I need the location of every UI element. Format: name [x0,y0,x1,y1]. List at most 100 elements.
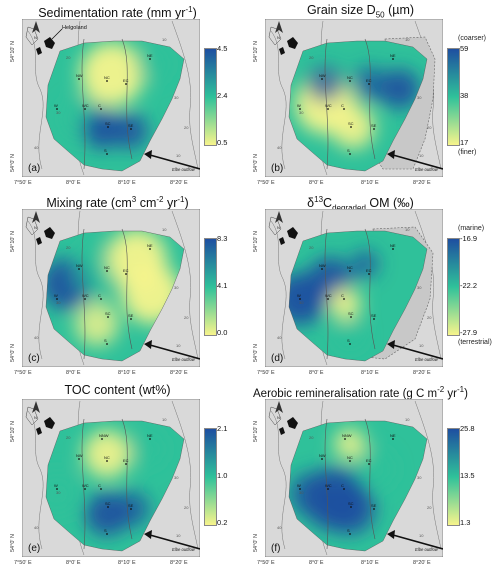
station-label: NE [147,433,153,438]
field-hotspot [289,472,332,516]
lon-label: 7°50' E [257,560,275,566]
depth-label: 20 [309,435,314,440]
station-marker [349,343,351,345]
station-label: S [104,338,107,343]
north-arrow-icon: N [32,401,40,420]
depth-label: 20 [427,315,432,320]
station-marker [106,460,108,462]
station-marker [56,298,58,300]
station-label: NE [390,53,396,58]
panel-f: Aerobic remineralisation rate (g C m-2 y… [253,382,493,567]
field-hotspot [114,491,150,527]
lon-label: 8°20' E [413,180,431,186]
map: N 20 30 40 10 30 20 10 Elbe outflow NE NW NNW NC EC W W… [265,399,443,557]
panel-label: (e) [28,543,40,554]
station-label: SC [105,501,111,506]
panel-e: TOC content (wt%) N 20 30 40 10 30 20 10 Elbe ou… [10,382,250,567]
north-arrow-icon: N [32,21,40,40]
station-marker [343,488,345,490]
depth-label: 10 [176,343,181,348]
station-label: S [347,338,350,343]
station-label: SC [348,311,354,316]
field-hotspot [129,431,165,467]
panel-title: TOC content (wt%) [64,383,171,397]
depth-label: 20 [66,245,71,250]
station-marker [100,298,102,300]
elbe-outflow-arrow: Elbe outflow [144,340,200,362]
lat-label-top: 54°10' N [10,41,16,62]
station-marker [321,458,323,460]
station-label: W [297,103,301,108]
lon-label: 8°10' E [118,370,136,376]
station-label: W [54,103,58,108]
survey-outline [288,230,428,362]
lon-label: 8°0' E [66,370,81,376]
depth-label: 10 [405,37,410,42]
lon-label: 8°20' E [413,560,431,566]
colorbar-tick-mid: 2.4 [217,91,228,100]
station-label: NE [147,243,153,248]
lon-label: 8°20' E [170,560,188,566]
channel-line [324,228,329,360]
station-label: SC [348,501,354,506]
station-label: NC [104,265,110,270]
elbe-outflow-arrow: Elbe outflow [387,150,443,172]
station-label: NNW [99,433,109,438]
station-marker [368,83,370,85]
colorbar [204,238,217,336]
contour-line [27,220,44,360]
depth-label: 30 [299,490,304,495]
contour-line [414,400,442,550]
colorbar-tick-max: 4.5 [217,44,228,53]
field-hotspot [380,69,420,109]
station-label: SC [348,121,354,126]
lon-label: 8°10' E [118,180,136,186]
channel-line [121,418,133,540]
station-label: NC [347,265,353,270]
lat-label-bottom: 54°0' N [253,154,259,172]
station-marker [107,316,109,318]
colorbar-tick-mid: -22.2 [460,281,478,290]
depth-label: 30 [299,110,304,115]
map: N 20 30 40 10 30 20 10 Elbe outflow NE NW NC EC W WC C S… [265,19,443,177]
station-label: SC [105,121,111,126]
colorbar [204,428,217,526]
lat-label-bottom: 54°0' N [10,344,16,362]
depth-label: 40 [277,525,282,530]
panel-label: (f) [271,543,280,554]
station-marker [78,458,80,460]
contour-line [270,410,287,550]
station-label: SE [128,313,134,318]
depth-label: 40 [277,145,282,150]
field-hotspot [355,449,395,489]
field-hotspot [329,288,361,320]
colorbar-tick-max: -16.9 [460,234,478,243]
panel-b: Grain size D50 (µm) N 20 30 40 10 30 20 10 Elbe … [253,2,493,187]
lon-label: 8°0' E [309,180,324,186]
lon-label: 8°0' E [309,560,324,566]
station-label: WC [325,103,332,108]
panel-c: Mixing rate (cm3 cm-2 yr-1) N 20 30 40 10 30 2… [10,192,250,377]
panel-label: (a) [28,163,40,174]
station-label: NW [319,73,326,78]
field-hotspot [334,428,366,460]
elbe-outflow-arrow: Elbe outflow [387,530,443,552]
colorbar-tick-mid: 13.5 [460,471,475,480]
colorbar-tick-min: 0.2 [217,518,228,527]
depth-label: 30 [56,110,61,115]
panel-label: (c) [28,353,40,364]
colorbar [447,428,460,526]
lon-label: 7°50' E [14,180,32,186]
station-marker [350,126,352,128]
station-label: NE [390,243,396,248]
station-label: EC [366,78,372,83]
station-label: WC [82,103,89,108]
helgoland-pointer [51,28,63,40]
station-marker [392,58,394,60]
depth-label: 30 [56,300,61,305]
north-arrow-icon: N [275,211,283,230]
depth-label: 30 [56,490,61,495]
station-marker [56,488,58,490]
colorbar-note-top: (marine) [458,225,485,232]
lon-label: 7°50' E [14,370,32,376]
